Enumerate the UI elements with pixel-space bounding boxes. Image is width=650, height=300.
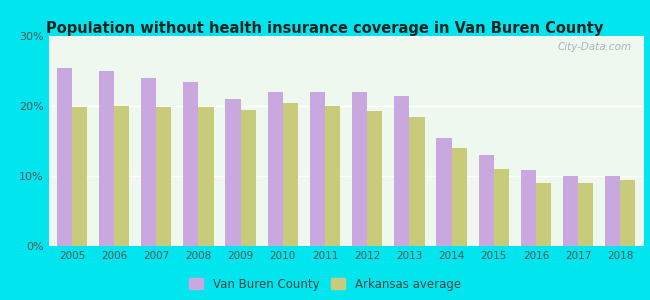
Bar [226,99,240,246]
Bar [578,183,593,246]
Bar [521,170,536,246]
Bar [198,107,214,246]
Bar [310,92,325,246]
Bar [325,106,340,246]
Bar [352,92,367,246]
Legend: Van Buren County, Arkansas average: Van Buren County, Arkansas average [185,274,465,294]
Bar [57,68,72,246]
Bar [367,111,382,246]
Bar [452,148,467,246]
Bar [283,103,298,246]
Bar [620,179,636,246]
Bar [478,155,494,246]
Bar [536,183,551,246]
Bar [141,78,156,246]
Bar [114,106,129,246]
Bar [410,116,424,246]
Bar [183,82,198,246]
Bar [563,176,578,246]
Bar [156,107,172,246]
Text: Population without health insurance coverage in Van Buren County: Population without health insurance cove… [46,21,604,36]
Bar [240,110,256,246]
Bar [436,137,452,246]
Bar [99,71,114,246]
Bar [394,95,410,246]
Bar [268,92,283,246]
Bar [72,107,87,246]
Bar [494,169,509,246]
Bar [605,176,620,246]
Text: City-Data.com: City-Data.com [558,42,632,52]
